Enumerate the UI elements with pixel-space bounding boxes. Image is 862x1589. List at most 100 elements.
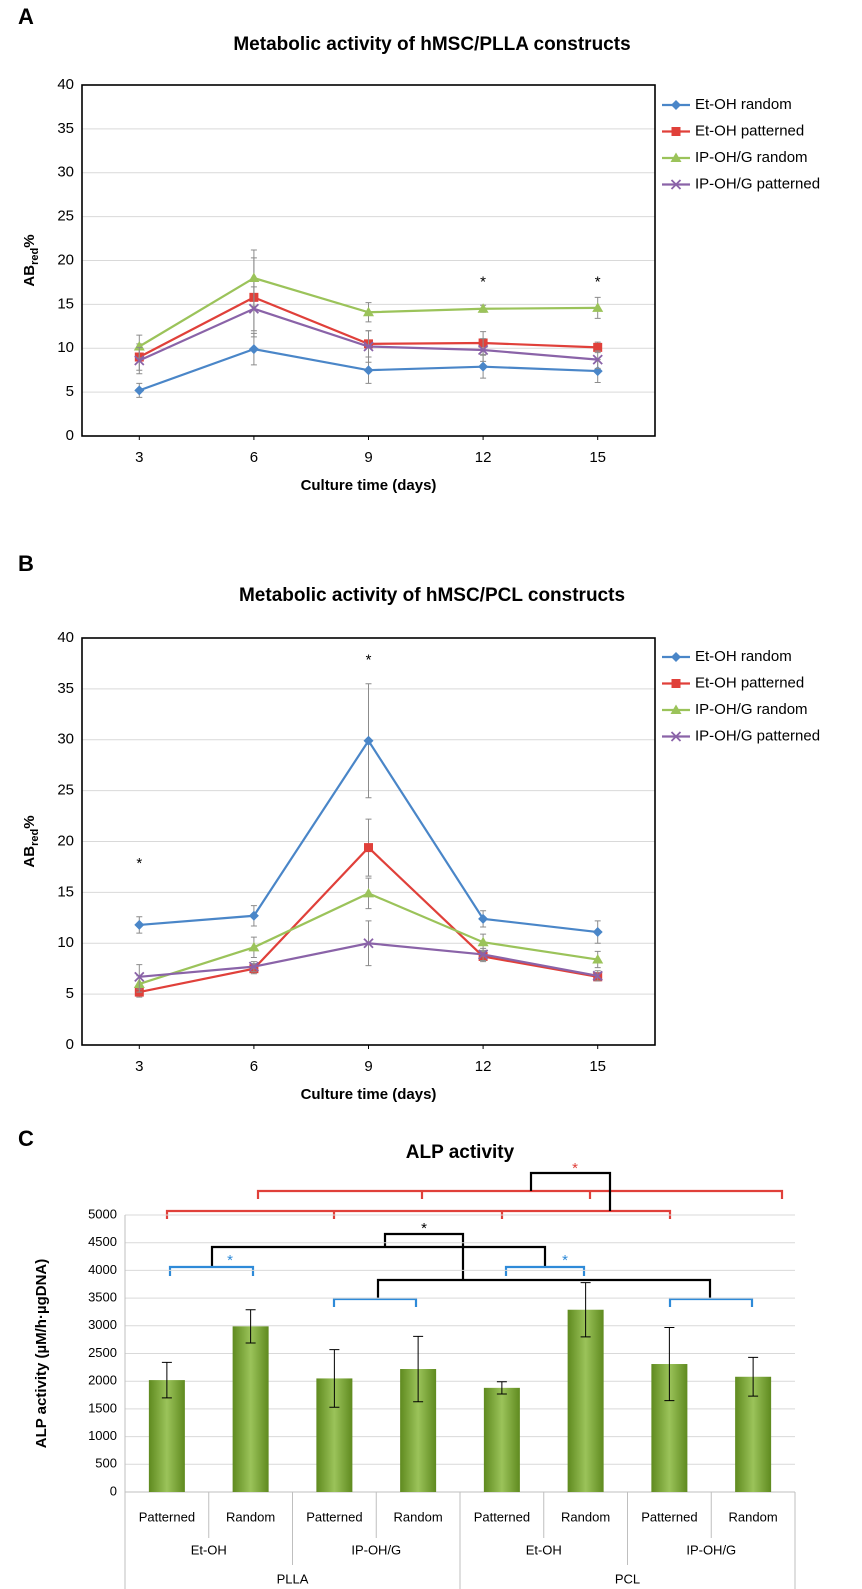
marker bbox=[248, 344, 259, 355]
marker bbox=[478, 361, 489, 372]
legend-marker bbox=[670, 704, 682, 714]
y-axis-label-sub: red bbox=[29, 248, 41, 265]
marker bbox=[248, 941, 260, 952]
y-axis-label: ABred% bbox=[21, 815, 41, 867]
annotation: * bbox=[480, 273, 486, 290]
chart-title: ALP activity bbox=[406, 1142, 515, 1163]
marker bbox=[364, 843, 373, 853]
y-tick-label: 2500 bbox=[88, 1345, 117, 1360]
legend-label: Et-OH patterned bbox=[695, 674, 804, 691]
y-tick-label: 20 bbox=[57, 832, 74, 849]
marker bbox=[477, 936, 489, 947]
y-tick-label: 10 bbox=[57, 339, 74, 356]
annotation: * bbox=[136, 855, 142, 872]
y-tick-label: 0 bbox=[66, 427, 74, 444]
annotation: * bbox=[572, 1160, 578, 1177]
legend-label: IP-OH/G patterned bbox=[695, 727, 820, 744]
x-tick-label: Random bbox=[729, 1509, 778, 1524]
marker bbox=[592, 970, 603, 981]
chart-title: Metabolic activity of hMSC/PLLA construc… bbox=[233, 34, 630, 55]
legend-marker bbox=[670, 179, 682, 190]
panel-label: C bbox=[18, 1126, 34, 1151]
x-axis-label: Culture time (days) bbox=[301, 1086, 437, 1103]
legend-marker bbox=[671, 100, 681, 110]
y-tick-label: 10 bbox=[57, 934, 74, 951]
y-tick-label: 0 bbox=[110, 1483, 117, 1498]
marker bbox=[248, 910, 259, 921]
marker bbox=[134, 385, 145, 396]
error-bar bbox=[161, 1361, 172, 1399]
y-tick-label: 2000 bbox=[88, 1373, 117, 1388]
marker bbox=[134, 971, 145, 982]
x-tick-label: Random bbox=[226, 1509, 275, 1524]
bar bbox=[232, 1326, 269, 1492]
y-tick-label: 30 bbox=[57, 164, 74, 181]
legend-marker bbox=[671, 679, 681, 688]
x-tick-label: 6 bbox=[250, 449, 258, 466]
marker bbox=[363, 341, 374, 352]
panel-label: A bbox=[18, 4, 34, 29]
y-axis-label: ALP activity (µM/h·µgDNA) bbox=[33, 1259, 50, 1449]
marker bbox=[133, 340, 145, 351]
supergroup-label: PCL bbox=[615, 1571, 640, 1586]
marker bbox=[477, 303, 489, 313]
y-tick-label: 3000 bbox=[88, 1317, 117, 1332]
x-tick-label: Patterned bbox=[641, 1509, 697, 1524]
y-tick-label: 35 bbox=[57, 120, 74, 137]
marker bbox=[478, 913, 489, 924]
legend-marker bbox=[671, 652, 681, 662]
annotation: * bbox=[227, 1252, 233, 1269]
marker bbox=[363, 938, 374, 949]
bar bbox=[483, 1387, 520, 1492]
error-bar bbox=[245, 1309, 256, 1344]
x-tick-label: Random bbox=[561, 1509, 610, 1524]
marker bbox=[477, 344, 489, 356]
marker bbox=[477, 949, 489, 960]
y-axis-label: ABred% bbox=[21, 234, 41, 286]
x-tick-label: 3 bbox=[135, 449, 143, 466]
x-axis-label: Culture time (days) bbox=[301, 477, 437, 494]
y-tick-label: 0 bbox=[66, 1036, 74, 1053]
supergroup-label: PLLA bbox=[277, 1571, 309, 1586]
y-tick-label: 40 bbox=[57, 76, 74, 93]
annotation: * bbox=[562, 1252, 568, 1269]
y-axis-label-main: AB bbox=[21, 265, 38, 287]
group-label: IP-OH/G bbox=[351, 1542, 401, 1557]
error-bar bbox=[580, 1282, 591, 1338]
y-tick-label: 5 bbox=[66, 383, 74, 400]
marker bbox=[592, 927, 603, 938]
bar bbox=[567, 1309, 604, 1492]
error-bar bbox=[496, 1381, 507, 1395]
x-tick-label: 6 bbox=[250, 1058, 258, 1075]
y-tick-label: 25 bbox=[57, 208, 74, 225]
y-tick-label: 20 bbox=[57, 251, 74, 268]
y-axis-label-suffix: % bbox=[21, 234, 38, 247]
y-tick-label: 15 bbox=[57, 883, 74, 900]
legend-label: Et-OH patterned bbox=[695, 122, 804, 139]
y-tick-label: 30 bbox=[57, 731, 74, 748]
legend-label: Et-OH random bbox=[695, 648, 792, 665]
group-label: IP-OH/G bbox=[686, 1542, 736, 1557]
y-tick-label: 500 bbox=[95, 1456, 117, 1471]
y-tick-label: 4500 bbox=[88, 1234, 117, 1249]
annotation: * bbox=[366, 651, 372, 668]
legend-marker bbox=[670, 152, 682, 162]
marker bbox=[592, 954, 604, 964]
group-label: Et-OH bbox=[191, 1542, 227, 1557]
error-bar bbox=[413, 1335, 424, 1403]
y-tick-label: 1500 bbox=[88, 1400, 117, 1415]
error-bar bbox=[664, 1326, 675, 1402]
x-tick-label: Patterned bbox=[139, 1509, 195, 1524]
chart-title: Metabolic activity of hMSC/PCL construct… bbox=[239, 585, 625, 606]
x-tick-label: Patterned bbox=[306, 1509, 362, 1524]
legend-label: IP-OH/G random bbox=[695, 149, 808, 166]
marker bbox=[363, 306, 374, 317]
x-tick-label: 15 bbox=[589, 1058, 606, 1075]
marker bbox=[363, 735, 374, 746]
marker bbox=[248, 272, 260, 283]
marker bbox=[363, 365, 374, 376]
marker bbox=[248, 961, 260, 972]
legend-marker bbox=[671, 127, 681, 136]
marker bbox=[592, 302, 604, 312]
y-axis-label-sub: red bbox=[29, 829, 41, 846]
